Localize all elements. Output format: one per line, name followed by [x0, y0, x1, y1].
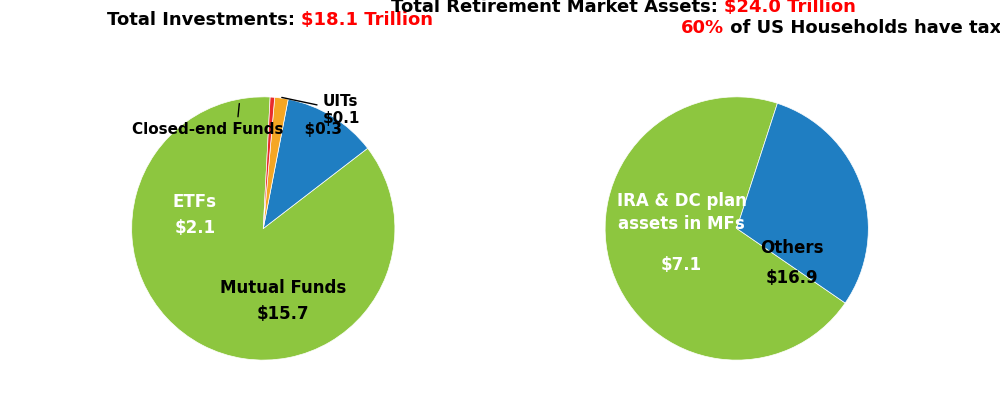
Text: UITs
$0.1: UITs $0.1	[282, 94, 360, 126]
Text: Mutual Funds: Mutual Funds	[220, 279, 346, 297]
Text: $24.0 Trillion: $24.0 Trillion	[724, 0, 856, 16]
Text: 60%: 60%	[681, 19, 724, 37]
Wedge shape	[263, 98, 288, 228]
Wedge shape	[263, 99, 368, 228]
Wedge shape	[605, 97, 845, 360]
Text: $18.1 Trillion: $18.1 Trillion	[301, 11, 433, 29]
Text: $2.1: $2.1	[174, 220, 215, 237]
Text: ETFs: ETFs	[173, 193, 217, 211]
Text: Closed-end Funds    $0.3: Closed-end Funds $0.3	[132, 104, 342, 137]
Text: $15.7: $15.7	[257, 305, 309, 323]
Wedge shape	[263, 97, 275, 228]
Wedge shape	[737, 103, 868, 303]
Text: $7.1: $7.1	[661, 256, 702, 274]
Text: $16.9: $16.9	[766, 270, 818, 288]
Text: of US Households have tax-advantaged savings: of US Households have tax-advantaged sav…	[724, 19, 1000, 37]
Text: Others: Others	[760, 239, 824, 257]
Wedge shape	[132, 97, 395, 360]
Text: Total Investments:: Total Investments:	[107, 11, 301, 29]
Text: IRA & DC plan
assets in MFs: IRA & DC plan assets in MFs	[617, 192, 746, 233]
Text: Total Retirement Market Assets:: Total Retirement Market Assets:	[391, 0, 724, 16]
